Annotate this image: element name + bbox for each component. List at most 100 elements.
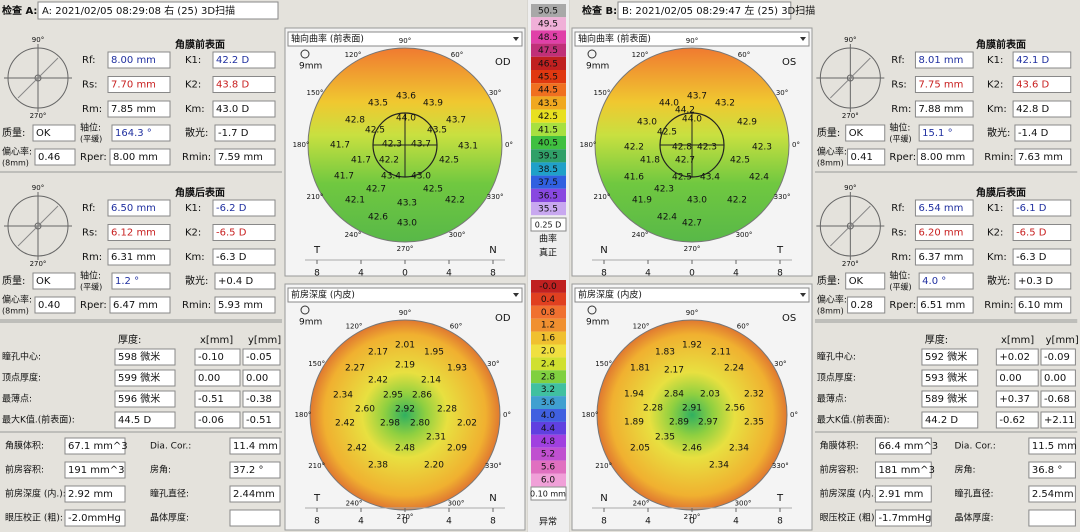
label: 轴位: xyxy=(80,122,101,134)
value-box xyxy=(194,369,241,387)
scale-cell xyxy=(531,318,566,332)
label: 异常 xyxy=(539,516,557,528)
value-box xyxy=(914,199,974,217)
label: 偏心率: xyxy=(817,146,847,158)
value: +0.4 D xyxy=(218,276,253,287)
label: 90° xyxy=(844,36,856,44)
label: 偏心率: xyxy=(2,146,32,158)
ring-label: 0° xyxy=(792,141,800,149)
label: N xyxy=(600,493,607,504)
value-box xyxy=(214,296,276,314)
map-value: 2.42 xyxy=(347,444,367,454)
ring-label: 30° xyxy=(487,360,499,368)
value-box xyxy=(1014,296,1072,314)
map-value: 42.5 xyxy=(657,128,677,138)
value-box xyxy=(214,148,276,166)
scale-value: 5.6 xyxy=(541,463,556,473)
value-box xyxy=(847,148,886,166)
value: 191 mm^3 xyxy=(68,465,125,476)
map-dropdown[interactable] xyxy=(287,287,523,303)
label: (平缓) xyxy=(889,282,911,292)
ring-label: 60° xyxy=(451,51,463,59)
scale-value: 45.5 xyxy=(538,73,558,83)
exam-header: B: 2021/02/05 08:29:47 左 (25) 3D扫描 xyxy=(622,4,815,17)
scale-label: 8 xyxy=(314,517,320,527)
scale-cell xyxy=(531,447,566,461)
label: Rmin: xyxy=(984,152,1013,163)
label: 9mm xyxy=(586,62,609,72)
map-dropdown[interactable] xyxy=(574,287,810,303)
map-value: 2.11 xyxy=(711,348,731,358)
label: 最大K值.(前表面): xyxy=(2,414,75,426)
map-value: 42.4 xyxy=(749,173,769,183)
value: -0.51 xyxy=(246,415,272,426)
value: 6.31 mm xyxy=(111,252,156,263)
value: 11.5 mm xyxy=(1032,441,1077,452)
scale-cell xyxy=(531,202,566,216)
label: 9mm xyxy=(586,318,609,328)
label: 瞳孔中心: xyxy=(2,351,41,363)
map-value: 43.7 xyxy=(687,92,707,102)
label: Rs: xyxy=(891,228,907,239)
value: 67.1 mm^3 xyxy=(68,441,128,452)
value-box xyxy=(874,437,932,455)
value-box xyxy=(229,485,281,503)
map-value: 42.7 xyxy=(682,219,702,229)
scale-value: 5.2 xyxy=(541,450,555,460)
value: 0.46 xyxy=(38,152,60,163)
label: N xyxy=(600,245,607,256)
value-box xyxy=(109,296,171,314)
scale-step: 0.10 mm xyxy=(530,490,566,499)
label: (8mm) xyxy=(2,159,29,168)
label: 顶点厚度: xyxy=(817,372,856,384)
value: 0.28 xyxy=(851,300,873,311)
label: K2: xyxy=(185,80,201,91)
value-box xyxy=(1012,224,1072,241)
label: Rf: xyxy=(891,55,904,66)
ring-label: 60° xyxy=(450,323,462,331)
value: -0.38 xyxy=(246,394,272,405)
label: 散光: xyxy=(987,126,1010,139)
scale-value: 43.5 xyxy=(538,99,558,109)
map-value: 2.32 xyxy=(744,390,764,400)
map-dropdown[interactable] xyxy=(574,31,810,47)
map-dropdown[interactable] xyxy=(287,31,523,47)
scale-cell xyxy=(531,357,566,371)
value-box xyxy=(1014,272,1072,290)
label: 眼压校正 (粗): xyxy=(5,512,63,524)
label: K2: xyxy=(987,80,1003,91)
value-box xyxy=(995,411,1039,429)
label: 真正 xyxy=(539,247,557,259)
value-box xyxy=(1040,411,1076,429)
ring-label: 0° xyxy=(505,141,513,149)
ring-label: 270° xyxy=(684,513,701,521)
label: 瞳孔直径: xyxy=(150,488,189,500)
value-box xyxy=(845,124,886,142)
value-box xyxy=(107,248,171,266)
scale-label: 0 xyxy=(689,269,695,279)
value: 6.54 mm xyxy=(918,203,963,214)
value: +0.3 D xyxy=(1018,276,1053,287)
map-value: 42.8 xyxy=(672,143,692,153)
value: OK xyxy=(36,276,51,287)
label: 最大K值.(前表面): xyxy=(817,414,890,426)
ring-label: 30° xyxy=(776,89,788,97)
value-box xyxy=(242,390,281,408)
value: 5.93 mm xyxy=(218,300,263,311)
map-value: 2.05 xyxy=(630,444,650,454)
map-value: 2.95 xyxy=(383,391,403,401)
label: 晶体厚度: xyxy=(150,512,189,524)
label: 瞳孔直径: xyxy=(955,488,994,500)
map-value: 41.9 xyxy=(632,196,652,206)
map-value: 2.24 xyxy=(724,364,744,374)
divider xyxy=(17,57,59,99)
scale-label: 4 xyxy=(446,269,452,279)
value: 7.88 mm xyxy=(918,104,963,115)
ring-label: 120° xyxy=(633,323,650,331)
scale-value: 2.0 xyxy=(541,347,556,357)
value: 0.00 xyxy=(1044,373,1066,384)
scale-cell xyxy=(531,460,566,474)
ring-label: 270° xyxy=(684,245,701,253)
scale-cell xyxy=(531,280,566,293)
value: 42.1 D xyxy=(1016,55,1049,66)
